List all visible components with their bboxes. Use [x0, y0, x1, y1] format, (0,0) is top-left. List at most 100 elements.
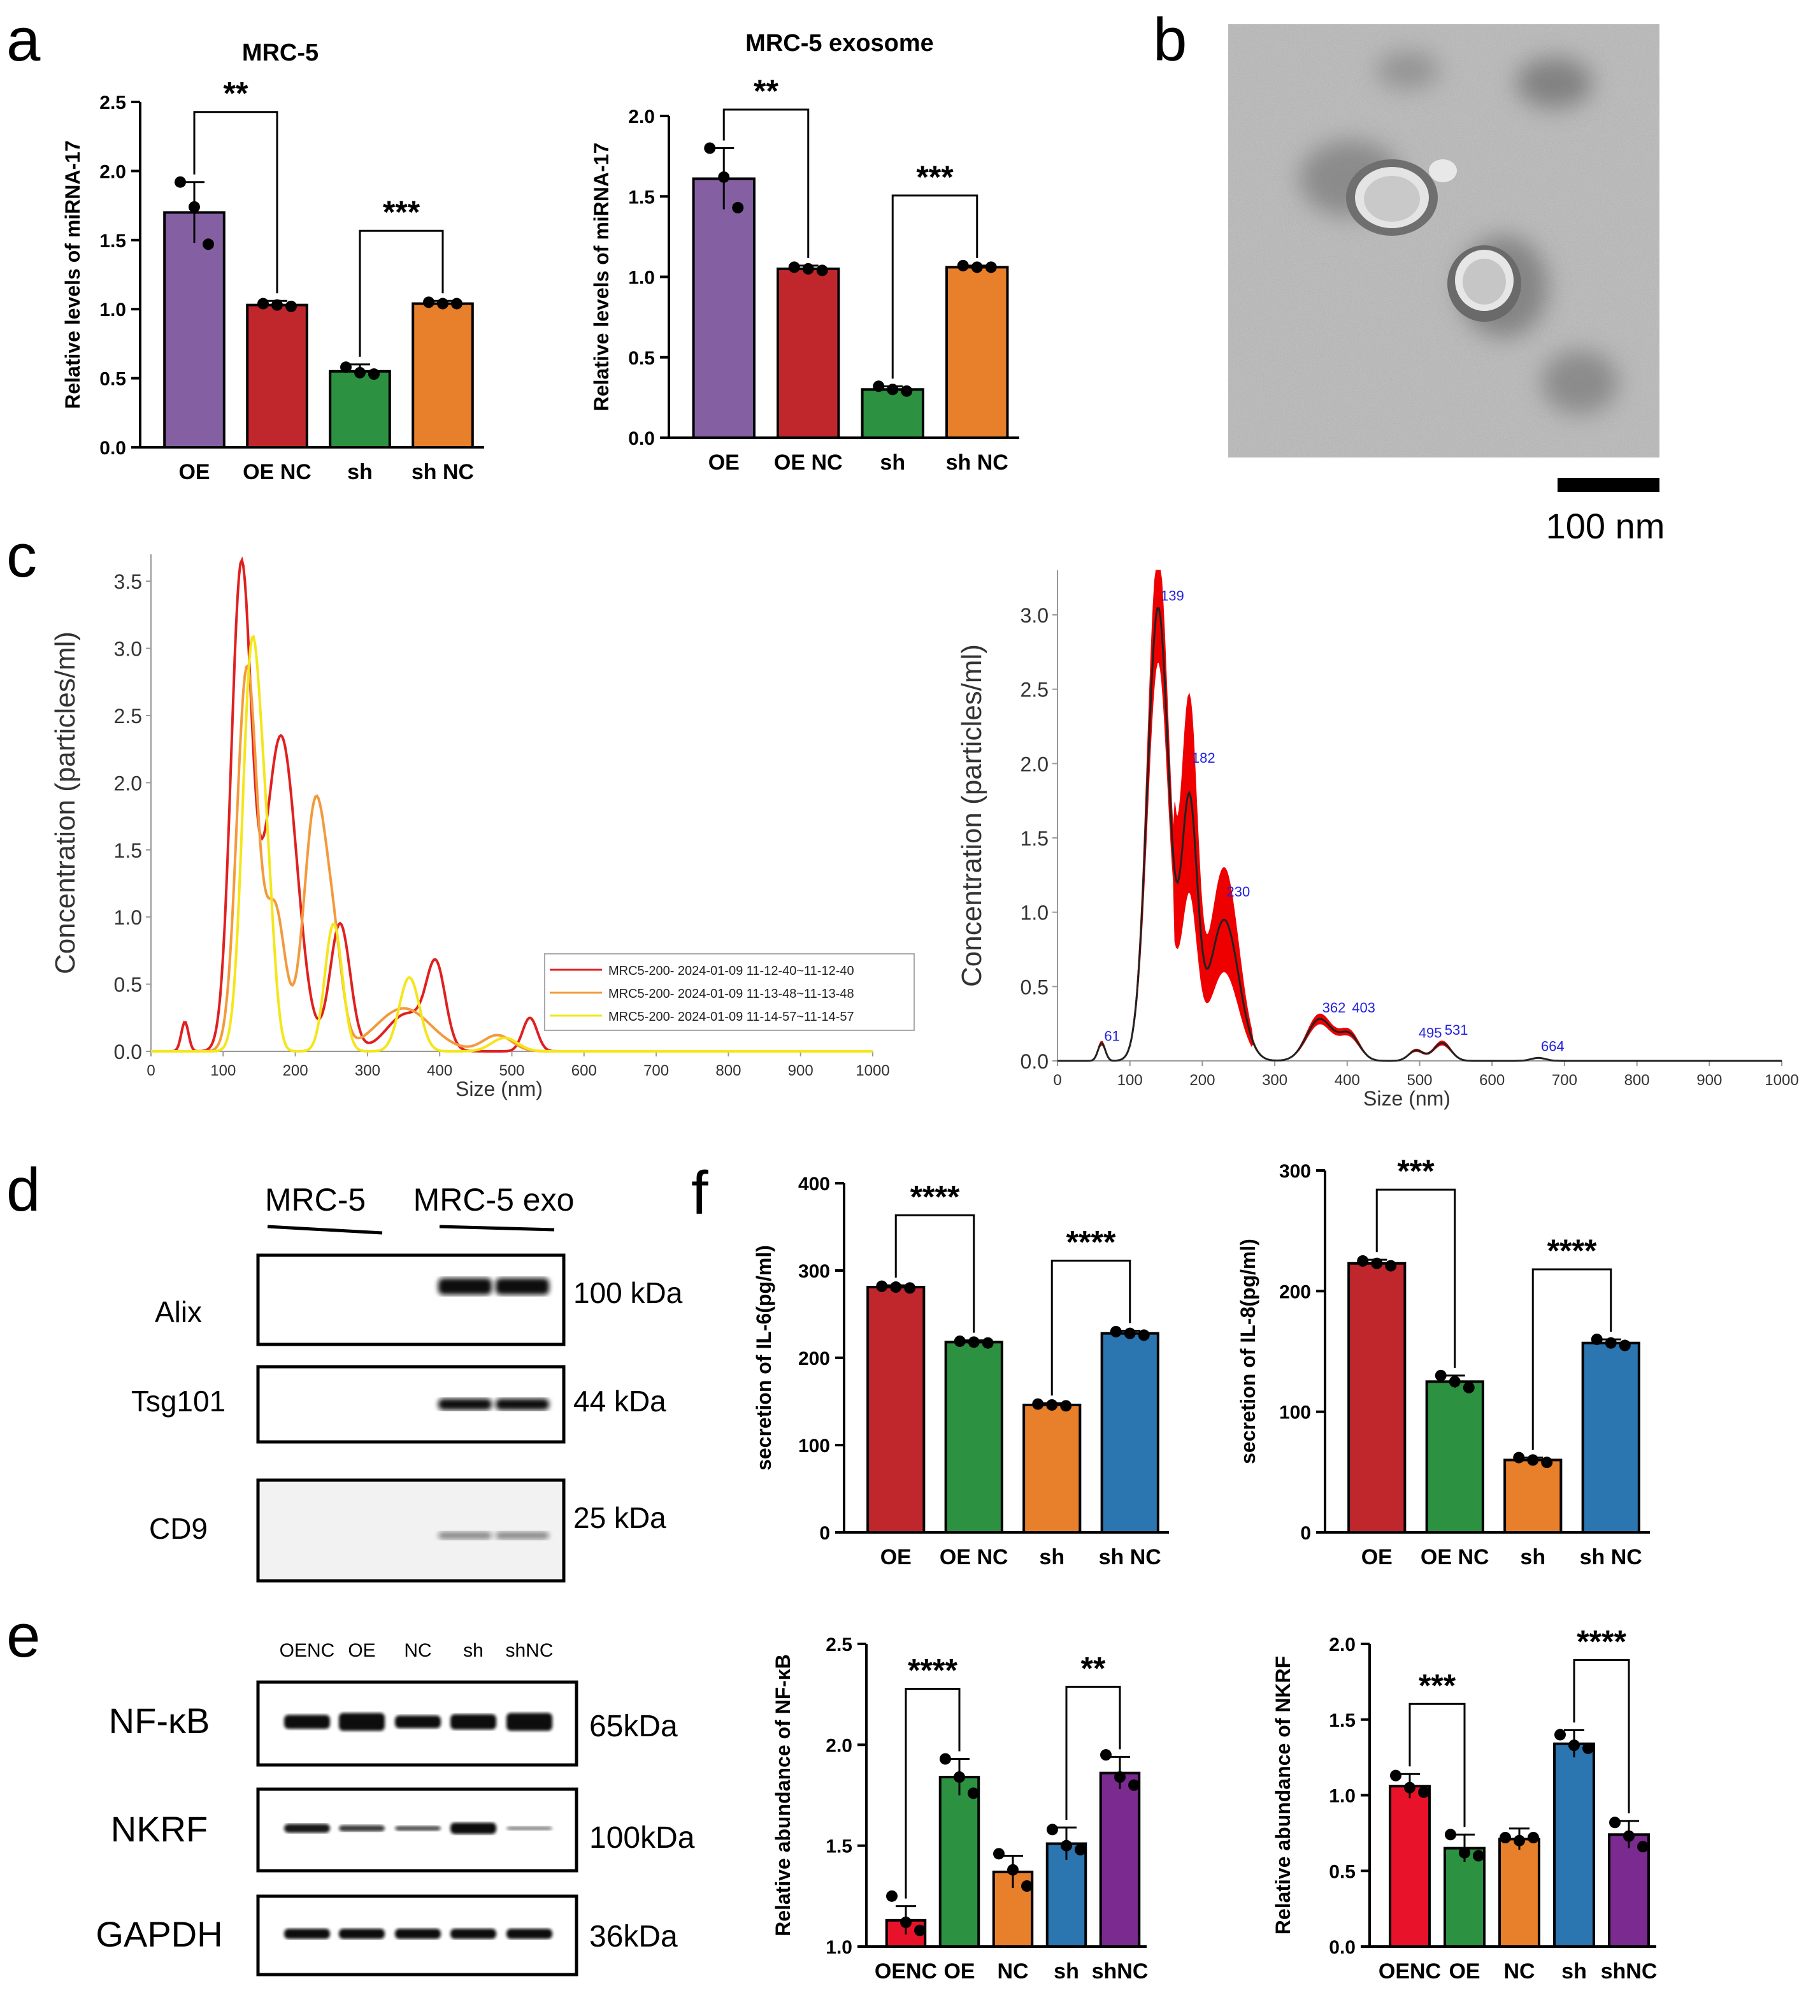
data-point [1541, 1457, 1553, 1469]
significance-bracket [1065, 1685, 1121, 1820]
category-label: NC [1503, 1959, 1535, 1984]
category-label: OE NC [1421, 1545, 1489, 1569]
blot-band [395, 1825, 441, 1831]
data-point [189, 201, 200, 213]
data-point [1609, 1817, 1621, 1829]
blot-band [395, 1929, 441, 1940]
blot-lane-label: shNC [505, 1640, 553, 1661]
data-point [1418, 1786, 1429, 1798]
x-tick-label: 600 [571, 1062, 597, 1079]
category-label: OE NC [243, 460, 312, 484]
data-point [901, 385, 913, 397]
data-point [1554, 1729, 1566, 1741]
data-point [1528, 1832, 1539, 1843]
y-tick-label: 100 [798, 1436, 830, 1457]
y-tick-label: 0 [819, 1523, 830, 1544]
blot-frame [256, 1478, 566, 1583]
y-tick-label: 1.5 [628, 187, 655, 208]
data-point [271, 299, 283, 311]
data-point [914, 1924, 926, 1936]
x-tick-label: 1000 [1765, 1072, 1798, 1089]
significance-bracket [891, 194, 978, 379]
category-label: OE NC [940, 1545, 1008, 1569]
significance-label: *** [916, 159, 954, 195]
bar-chart-miRNA17-exosome: MRC-5 exosome 0.0 0.5 1.0 1.5 2.0 Relative lev… [590, 30, 1019, 475]
data-point [954, 1771, 965, 1783]
blot-kda-label: 100kDa [589, 1821, 695, 1855]
significance-bracket [193, 111, 278, 294]
significance-label: *** [383, 194, 420, 230]
bar [945, 266, 1009, 439]
bar [861, 388, 924, 439]
blot-band [395, 1715, 441, 1729]
significance-bracket [894, 1214, 975, 1333]
data-point [1032, 1398, 1044, 1410]
data-point [1128, 1779, 1140, 1791]
bar [944, 1341, 1003, 1534]
data-point [285, 300, 297, 312]
y-tick-label: 0.0 [628, 428, 655, 449]
data-point [890, 1281, 902, 1293]
data-point [1435, 1369, 1447, 1381]
y-tick-label: 1.5 [1329, 1710, 1356, 1731]
data-point [423, 296, 434, 308]
category-label: OE [1449, 1959, 1480, 1984]
x-tick-label: 400 [1335, 1072, 1360, 1089]
x-tick-label: 0 [1053, 1072, 1061, 1089]
data-point [876, 1280, 888, 1292]
y-tick-label: 0.5 [1021, 976, 1049, 998]
data-point [971, 261, 983, 273]
wb-header-mrc5-exo: MRC-5 exo [413, 1182, 575, 1218]
scale-bar-label: 100 nm [1546, 506, 1665, 546]
panel-label-a: a [6, 6, 41, 74]
bar [1581, 1341, 1640, 1534]
data-point [1114, 1771, 1126, 1783]
category-label: OE [178, 460, 210, 484]
data-point [802, 263, 814, 275]
bar [1608, 1833, 1650, 1948]
bar [412, 302, 474, 449]
data-point [437, 298, 448, 310]
significance-label: **** [1547, 1233, 1597, 1269]
panel-label-b: b [1153, 6, 1187, 74]
y-tick-label: 0.5 [99, 369, 126, 390]
bar [1498, 1838, 1540, 1948]
y-tick-label: 0 [1300, 1523, 1311, 1544]
data-point [904, 1282, 916, 1294]
y-tick-label: 300 [1279, 1161, 1311, 1182]
x-tick-label: 500 [499, 1062, 524, 1079]
category-label: OENC [875, 1959, 937, 1984]
y-tick-label: 2.0 [1021, 752, 1049, 775]
bar [163, 211, 226, 449]
wb-header-mrc5: MRC-5 [265, 1182, 366, 1218]
y-tick-label: 2.5 [114, 705, 142, 728]
mean-line [1057, 607, 1782, 1062]
blot-row-label: Tsg101 [131, 1385, 226, 1418]
exosome-vesicle [1447, 245, 1521, 322]
x-tick-label: 400 [427, 1062, 452, 1079]
y-tick-label: 0.5 [1329, 1861, 1356, 1882]
bar [1045, 1842, 1087, 1948]
data-point [1046, 1399, 1058, 1411]
data-point [1100, 1749, 1112, 1761]
western-blot-exosome-markers: MRC-5 MRC-5 exo Alix 100 kDa Tsg101 44 kDa C… [131, 1182, 683, 1583]
category-label: OE [1361, 1545, 1393, 1569]
peak-label: 362 [1322, 1000, 1346, 1016]
data-point [1047, 1824, 1058, 1836]
significance-label: **** [1066, 1225, 1116, 1260]
data-point [1021, 1880, 1033, 1892]
y-tick-label: 0.5 [628, 348, 655, 369]
blot-lane-label: sh [463, 1640, 484, 1661]
data-point [1445, 1829, 1456, 1841]
data-point [982, 1337, 994, 1349]
panel-label-e: e [6, 1602, 40, 1670]
data-point [1514, 1834, 1525, 1847]
data-point [816, 264, 828, 277]
data-point [957, 259, 969, 271]
y-tick-label: 2.0 [826, 1735, 852, 1756]
data-point [1449, 1376, 1461, 1388]
significance-bracket [359, 229, 444, 357]
legend-entry: MRC5-200- 2024-01-09 11-14-57~11-14-57 [608, 1010, 854, 1024]
data-point [985, 261, 997, 273]
